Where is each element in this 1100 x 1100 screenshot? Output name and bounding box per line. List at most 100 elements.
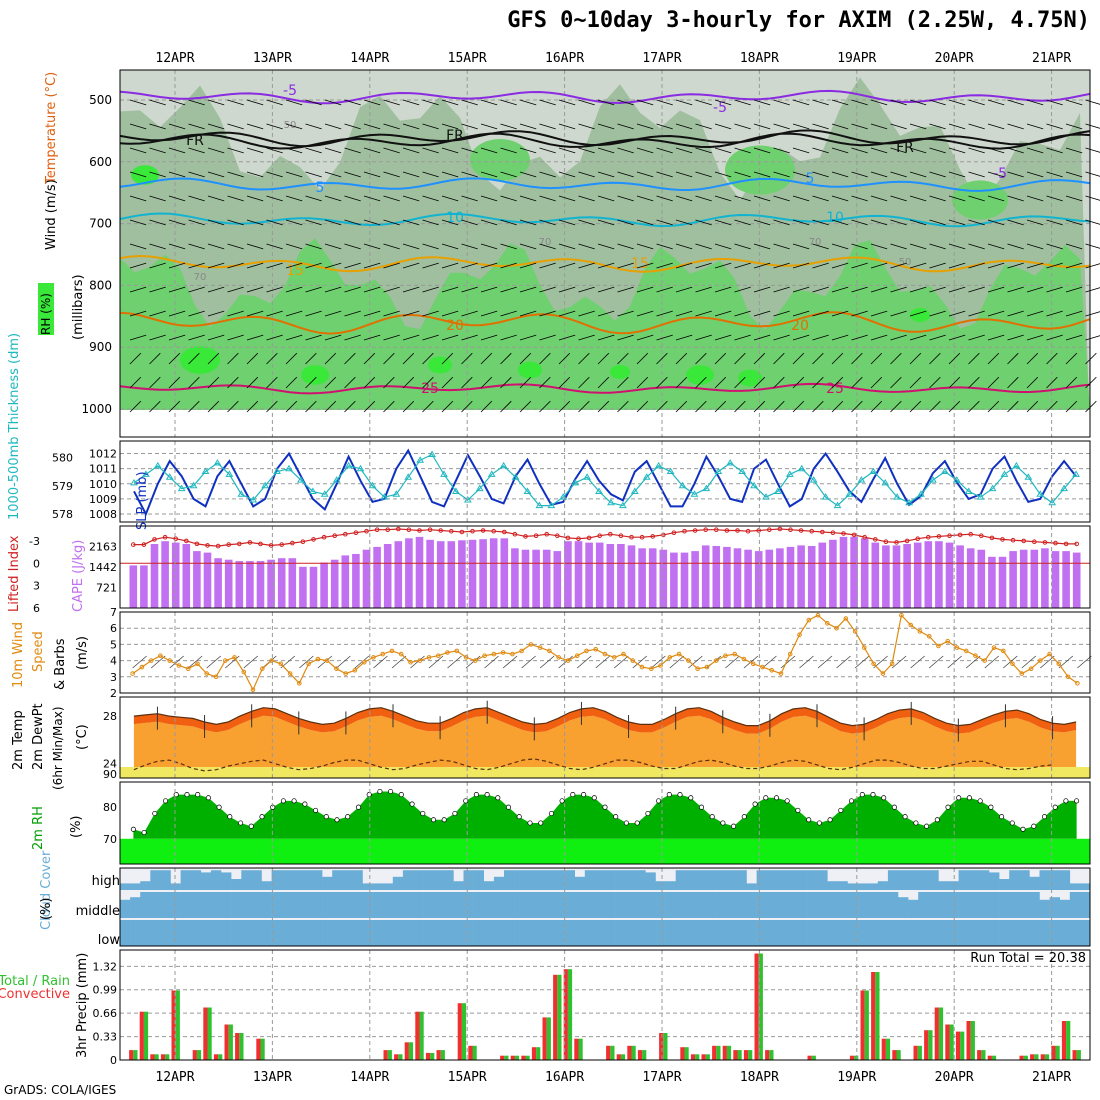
thickness-marker	[630, 487, 639, 494]
wind-barb	[578, 195, 595, 202]
top-date-label: 18APR	[740, 51, 779, 66]
wind-barb	[753, 147, 771, 154]
wind-barb	[636, 376, 649, 389]
wind-barb	[792, 352, 805, 365]
cloud-bar-middle	[847, 892, 858, 918]
cloud-bar-high	[887, 870, 899, 890]
wind-barb	[987, 243, 1005, 250]
wind-barb	[246, 376, 259, 389]
wind-barb	[246, 219, 264, 226]
thickness-marker	[559, 493, 568, 500]
cloud-bar-low	[190, 920, 202, 946]
cloud-bar-middle	[160, 892, 171, 918]
cloud-bar-middle	[524, 892, 535, 918]
rh-blob	[738, 369, 762, 387]
lifted-index-marker	[321, 534, 327, 540]
wind-barb	[831, 171, 849, 178]
rh2m-marker	[323, 814, 329, 820]
rh2m-axis-label: 2m RH	[31, 806, 46, 850]
rh2m-marker	[495, 795, 501, 801]
thickness-marker	[547, 501, 556, 509]
thickness-marker	[285, 464, 293, 472]
wind-barb	[753, 171, 771, 178]
cape-tick-label: 2163	[89, 541, 117, 554]
wind-barb	[539, 99, 556, 106]
wind-barb	[402, 310, 420, 317]
wind10-axis-label: 10m Wind	[11, 622, 26, 688]
wind-barb	[831, 376, 844, 389]
wind-barb	[285, 352, 298, 365]
cape-bar	[1062, 551, 1070, 608]
wind-barb	[987, 286, 1005, 293]
wind-barb	[285, 376, 298, 389]
wind-barb	[188, 334, 205, 341]
lifted-index-marker	[141, 542, 147, 547]
precip-convective-bar	[171, 990, 176, 1060]
precip-total-bar	[557, 974, 562, 1060]
wind-speed-marker	[815, 612, 821, 618]
wind-barb	[870, 219, 888, 226]
cloud-bar-middle	[140, 892, 151, 918]
cloud-bar-low	[200, 920, 212, 946]
wind-barb	[695, 147, 712, 154]
lifted-index-marker	[1053, 540, 1058, 546]
precip-tick-label: 0.33	[93, 1031, 118, 1044]
precip-convective-bar	[860, 990, 865, 1060]
cloud-bar-middle	[1009, 892, 1020, 918]
cloud-bar-high	[241, 870, 252, 890]
isotherm-line	[119, 311, 1091, 335]
wind-barb	[617, 219, 634, 226]
cloud-bar-middle	[392, 892, 404, 918]
cloud-bar-low	[544, 920, 555, 946]
cape-bar	[150, 544, 159, 608]
rh2m-units-label: (%)	[69, 816, 84, 839]
thickness-marker	[845, 490, 854, 497]
lifted-index-marker	[427, 527, 433, 533]
cloud-bar-middle	[605, 892, 616, 918]
wind-barb	[753, 310, 771, 317]
rh2m-marker	[848, 798, 855, 804]
precip-axis-label: 3hr Precip (mm)	[75, 953, 90, 1058]
cloud-bar-middle	[1069, 892, 1081, 918]
lifted-index-marker	[470, 528, 475, 534]
cloud-bar-low	[635, 920, 646, 946]
wind-barb	[929, 286, 946, 293]
wind-barb	[480, 334, 498, 341]
wind-barb	[519, 147, 537, 154]
rh2m-marker	[924, 823, 930, 829]
wind-barb	[968, 243, 985, 250]
lifted-index-marker	[162, 534, 168, 540]
cloud-bar-low	[867, 920, 879, 946]
precip-convective-bar	[871, 972, 876, 1060]
isotherm-label: 15	[631, 256, 649, 272]
cape-bar	[913, 542, 922, 608]
cloud-bar-high	[1029, 876, 1040, 890]
wind-barb	[266, 310, 283, 317]
isotherm-label: FR	[896, 140, 914, 156]
precip-total-bar	[949, 1024, 954, 1060]
rh-shade-green	[120, 238, 1090, 410]
wind-speed-marker	[871, 661, 876, 667]
wind-barb	[1046, 171, 1063, 178]
wind-barb	[948, 262, 966, 269]
rh2m-marker	[1009, 820, 1015, 826]
cloud-bar-high	[190, 870, 202, 890]
cape-bar	[956, 545, 964, 608]
cloud-bar-low	[473, 920, 484, 946]
wind-barb	[968, 219, 985, 226]
wind-barb	[1085, 400, 1097, 413]
cloud-bar-high	[655, 881, 666, 890]
wind-barb	[617, 310, 634, 317]
cloud-bar-high	[928, 870, 939, 890]
wind-speed-marker	[713, 658, 719, 663]
precip-convective-bar	[754, 953, 759, 1060]
thickness-marker	[523, 487, 532, 494]
wind-barb	[558, 352, 571, 365]
wind-barb	[539, 219, 556, 226]
wind-barb	[558, 376, 571, 389]
wind-barb	[578, 310, 595, 317]
wind-barb	[402, 171, 420, 178]
precip-total-bar	[705, 1054, 710, 1060]
wind-speed-marker	[537, 645, 543, 650]
cloud-bar-high	[605, 870, 616, 890]
